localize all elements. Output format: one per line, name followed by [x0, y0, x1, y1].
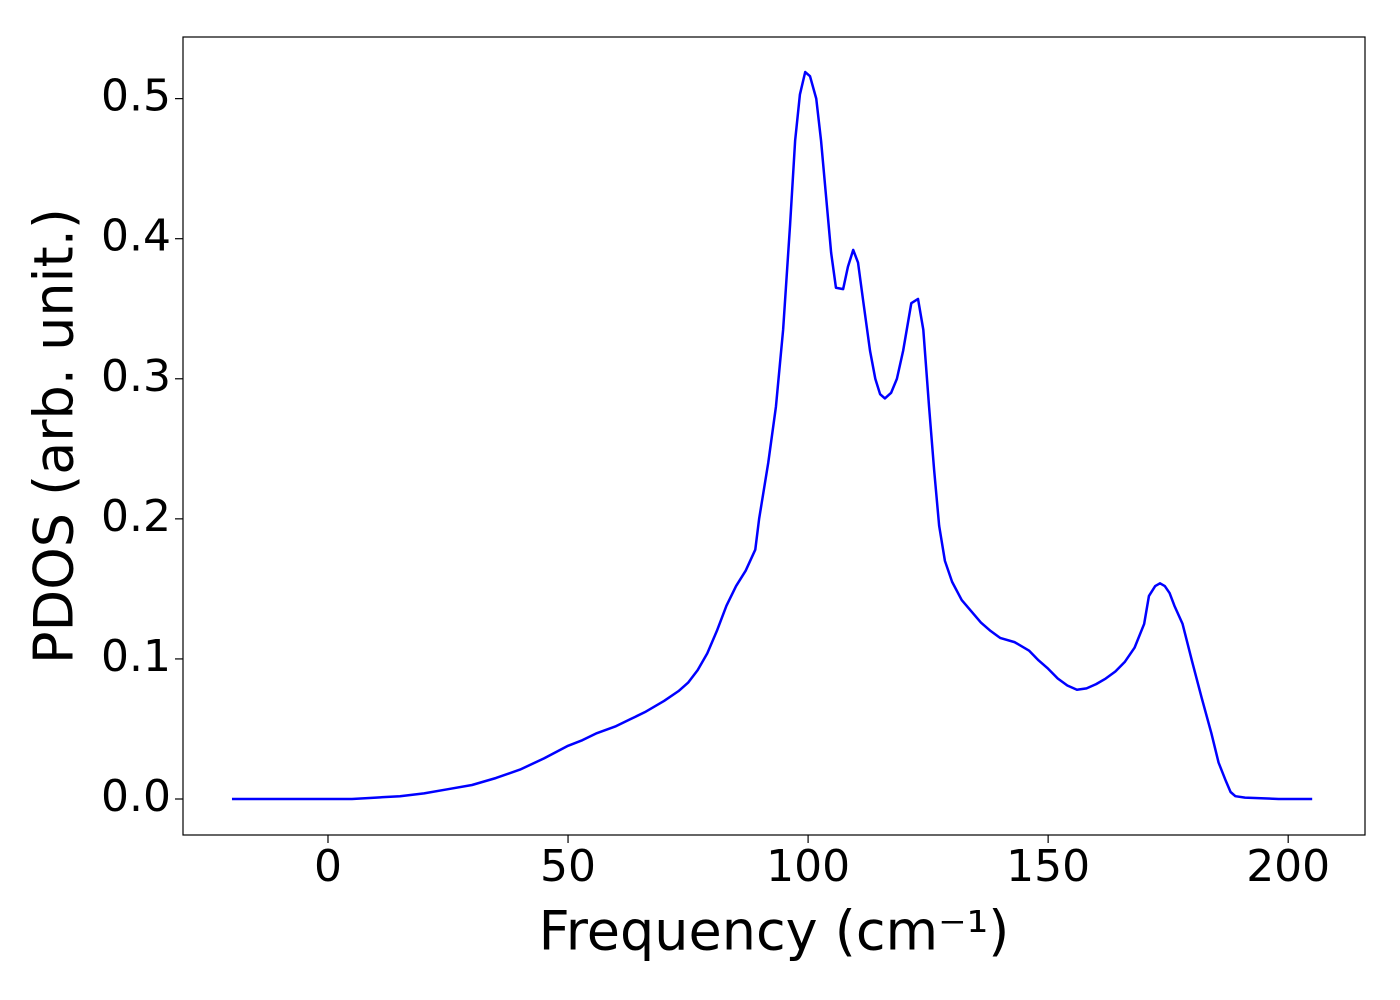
x-tick-label: 50 — [540, 841, 596, 892]
x-tick-label: 100 — [766, 841, 850, 892]
plot-frame — [182, 36, 1366, 836]
y-axis-label: PDOS (arb. unit.) — [23, 208, 86, 664]
x-tick-label: 0 — [314, 841, 342, 892]
y-tick-label: 0.1 — [101, 631, 171, 682]
y-tick-label: 0.5 — [101, 71, 171, 122]
x-axis-label: Frequency (cm⁻¹) — [539, 900, 1010, 963]
x-tick-label: 200 — [1246, 841, 1330, 892]
y-tick-label: 0.4 — [101, 211, 171, 262]
x-tick-label: 150 — [1006, 841, 1090, 892]
data-line — [231, 70, 1313, 801]
y-tick-label: 0.0 — [101, 771, 171, 822]
y-tick-label: 0.3 — [101, 351, 171, 402]
y-tick-label: 0.2 — [101, 491, 171, 542]
